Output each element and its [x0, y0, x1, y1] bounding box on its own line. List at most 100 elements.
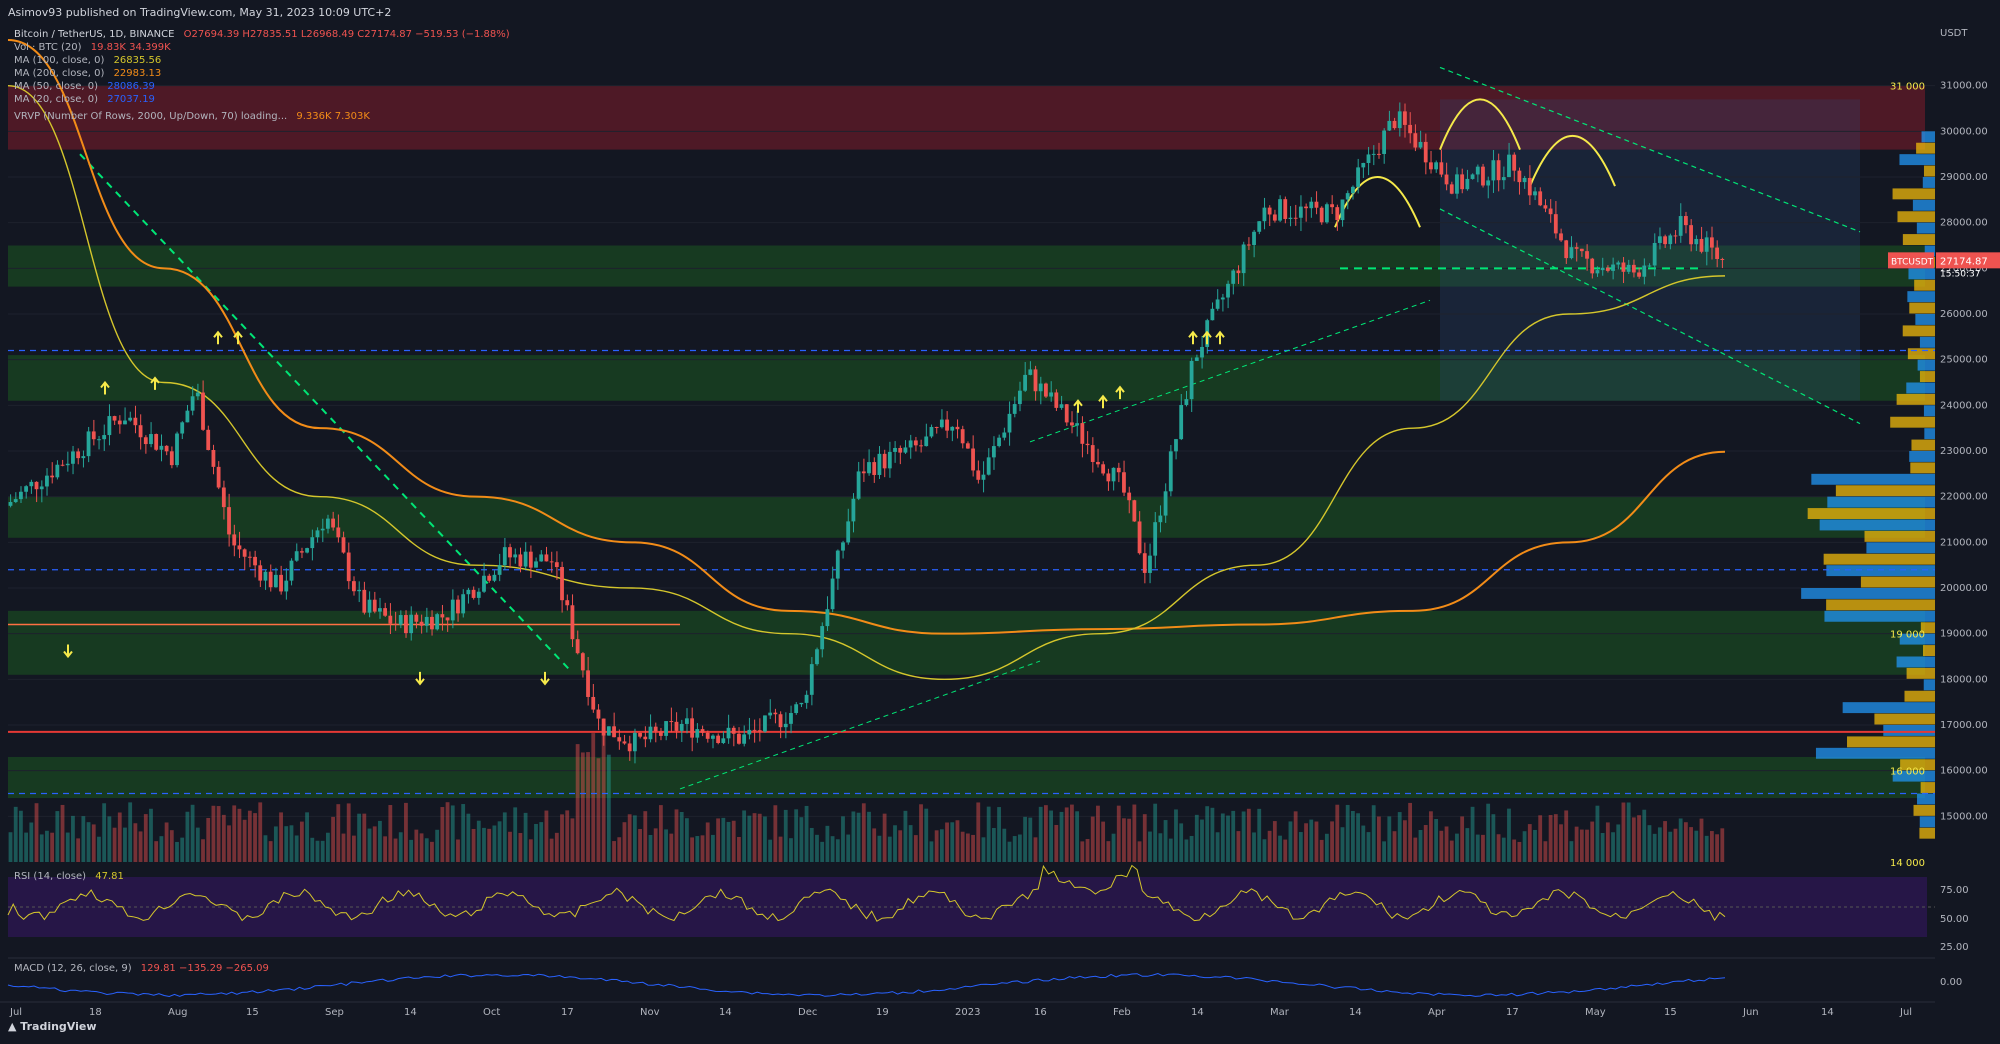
- candle-body: [1434, 162, 1439, 170]
- volume-bar: [882, 813, 887, 862]
- marker-arrow: [150, 376, 160, 390]
- profile-row: [1815, 747, 1935, 759]
- volume-bar: [445, 802, 450, 862]
- profile-row: [1897, 211, 1935, 223]
- volume-bar: [612, 841, 616, 862]
- legend-symbol[interactable]: Bitcoin / TetherUS, 1D, BINANCE: [14, 29, 175, 40]
- candle-body: [799, 702, 804, 705]
- volume-bar: [1168, 838, 1173, 862]
- candle-body: [195, 392, 200, 397]
- candle-body: [1559, 233, 1563, 241]
- candle-body: [1657, 236, 1662, 243]
- price-tick: 26000.00: [1940, 309, 1988, 320]
- legend-ma20[interactable]: MA (20, close, 0) 27037.19: [14, 93, 161, 106]
- candle-body: [39, 486, 44, 490]
- profile-row: [1922, 645, 1935, 656]
- legend-ma200[interactable]: MA (200, close, 0) 22983.13: [14, 67, 167, 80]
- candle-body: [815, 649, 819, 665]
- time-tick: 16: [1034, 1007, 1047, 1018]
- profile-row: [1920, 622, 1935, 634]
- profile-row: [1912, 199, 1935, 211]
- legend-macd[interactable]: MACD (12, 26, close, 9) 129.81 −135.29 −…: [14, 962, 275, 975]
- candle-body: [367, 599, 372, 613]
- candle-body: [123, 420, 127, 425]
- volume-bar: [1215, 832, 1220, 862]
- candle-body: [13, 499, 18, 503]
- volume-bar: [169, 830, 174, 862]
- legend-ma100[interactable]: MA (100, close, 0) 26835.56: [14, 54, 167, 67]
- candle-body: [1715, 247, 1719, 259]
- time-axis[interactable]: Jul 18 Aug 15 Sep 14 Oct 17 Nov 14 Dec 19 2023 16 Feb 1…: [0, 1001, 1935, 1018]
- last-price: 27174.87: [1940, 256, 1988, 267]
- channel-bottom-line: [1439, 208, 1861, 425]
- candle-body: [789, 713, 793, 724]
- volume-bar: [757, 813, 762, 862]
- candle-body: [1330, 204, 1334, 208]
- candle-body: [1215, 299, 1220, 309]
- legend-ma50-value: 28086.39: [107, 81, 155, 92]
- volume-bar: [674, 809, 679, 862]
- resistance-zone: [8, 85, 1925, 150]
- candle-body: [1033, 369, 1038, 392]
- candle-body: [606, 726, 611, 736]
- candle-body: [518, 554, 523, 567]
- profile-row: [1874, 713, 1935, 725]
- time-tick: 14: [1349, 1007, 1362, 1018]
- legend-rsi[interactable]: RSI (14, close) 47.81: [14, 870, 130, 883]
- profile-row: [1907, 348, 1935, 360]
- candle-body: [1267, 207, 1272, 215]
- candle-body: [1158, 515, 1163, 523]
- candle-body: [107, 416, 112, 436]
- volume-bar: [305, 812, 309, 862]
- marker-arrow: [1073, 399, 1083, 413]
- candle-body: [76, 451, 81, 459]
- volume-bar: [841, 816, 845, 862]
- trendlines: [79, 66, 1861, 790]
- volume-bar: [768, 839, 773, 862]
- candle-body: [570, 605, 575, 640]
- candle-body: [1132, 500, 1137, 522]
- volume-bar: [919, 804, 923, 862]
- volume-bar: [1288, 821, 1293, 862]
- legend-volume[interactable]: Vol · BTC (20) 19.83K 34.399K: [14, 41, 177, 54]
- candle-body: [768, 712, 773, 716]
- candle-body: [211, 449, 216, 467]
- candle-body: [331, 518, 335, 528]
- candle-body: [939, 419, 944, 428]
- price-tick: 25000.00: [1940, 355, 1988, 366]
- candle-body: [1220, 297, 1225, 300]
- candle-body: [45, 475, 49, 487]
- profile-row: [1902, 325, 1935, 337]
- price-axis[interactable]: USDT 31000.00 30000.00 29000.00 28000.00 270…: [1888, 0, 2000, 1044]
- candle-body: [1475, 166, 1480, 175]
- candle-body: [1413, 133, 1418, 148]
- volume-bar: [372, 826, 377, 862]
- volume-bar: [1174, 809, 1178, 862]
- candle-body: [294, 551, 299, 561]
- legend-ma100-value: 26835.56: [113, 55, 162, 66]
- candle-body: [1605, 267, 1610, 271]
- candlesticks[interactable]: [8, 102, 1725, 764]
- volume-bar: [778, 836, 783, 862]
- legend-vrvp[interactable]: VRVP (Number Of Rows, 2000, Up/Down, 70)…: [14, 110, 376, 123]
- volume-bar: [1142, 814, 1147, 862]
- tradingview-logo[interactable]: ▲ TradingView: [8, 1020, 97, 1033]
- time-tick: Nov: [640, 1007, 660, 1018]
- volume-bar: [544, 810, 549, 862]
- candle-body: [882, 453, 887, 469]
- profile-row: [1920, 782, 1935, 793]
- volume-bar: [1439, 830, 1444, 862]
- volume-bar: [1392, 831, 1397, 862]
- volume-bar: [1663, 821, 1667, 862]
- legend-ma50[interactable]: MA (50, close, 0) 28086.39: [14, 80, 161, 93]
- candle-body: [1564, 240, 1569, 259]
- volume-bar: [398, 832, 403, 862]
- price-tick: 23000.00: [1940, 446, 1988, 457]
- legend-macd-label: MACD (12, 26, close, 9): [14, 963, 132, 974]
- candle-body: [1397, 111, 1402, 129]
- profile-row: [1896, 393, 1935, 405]
- volume-bar: [97, 836, 101, 862]
- candle-body: [8, 502, 13, 506]
- volume-bar: [71, 815, 75, 862]
